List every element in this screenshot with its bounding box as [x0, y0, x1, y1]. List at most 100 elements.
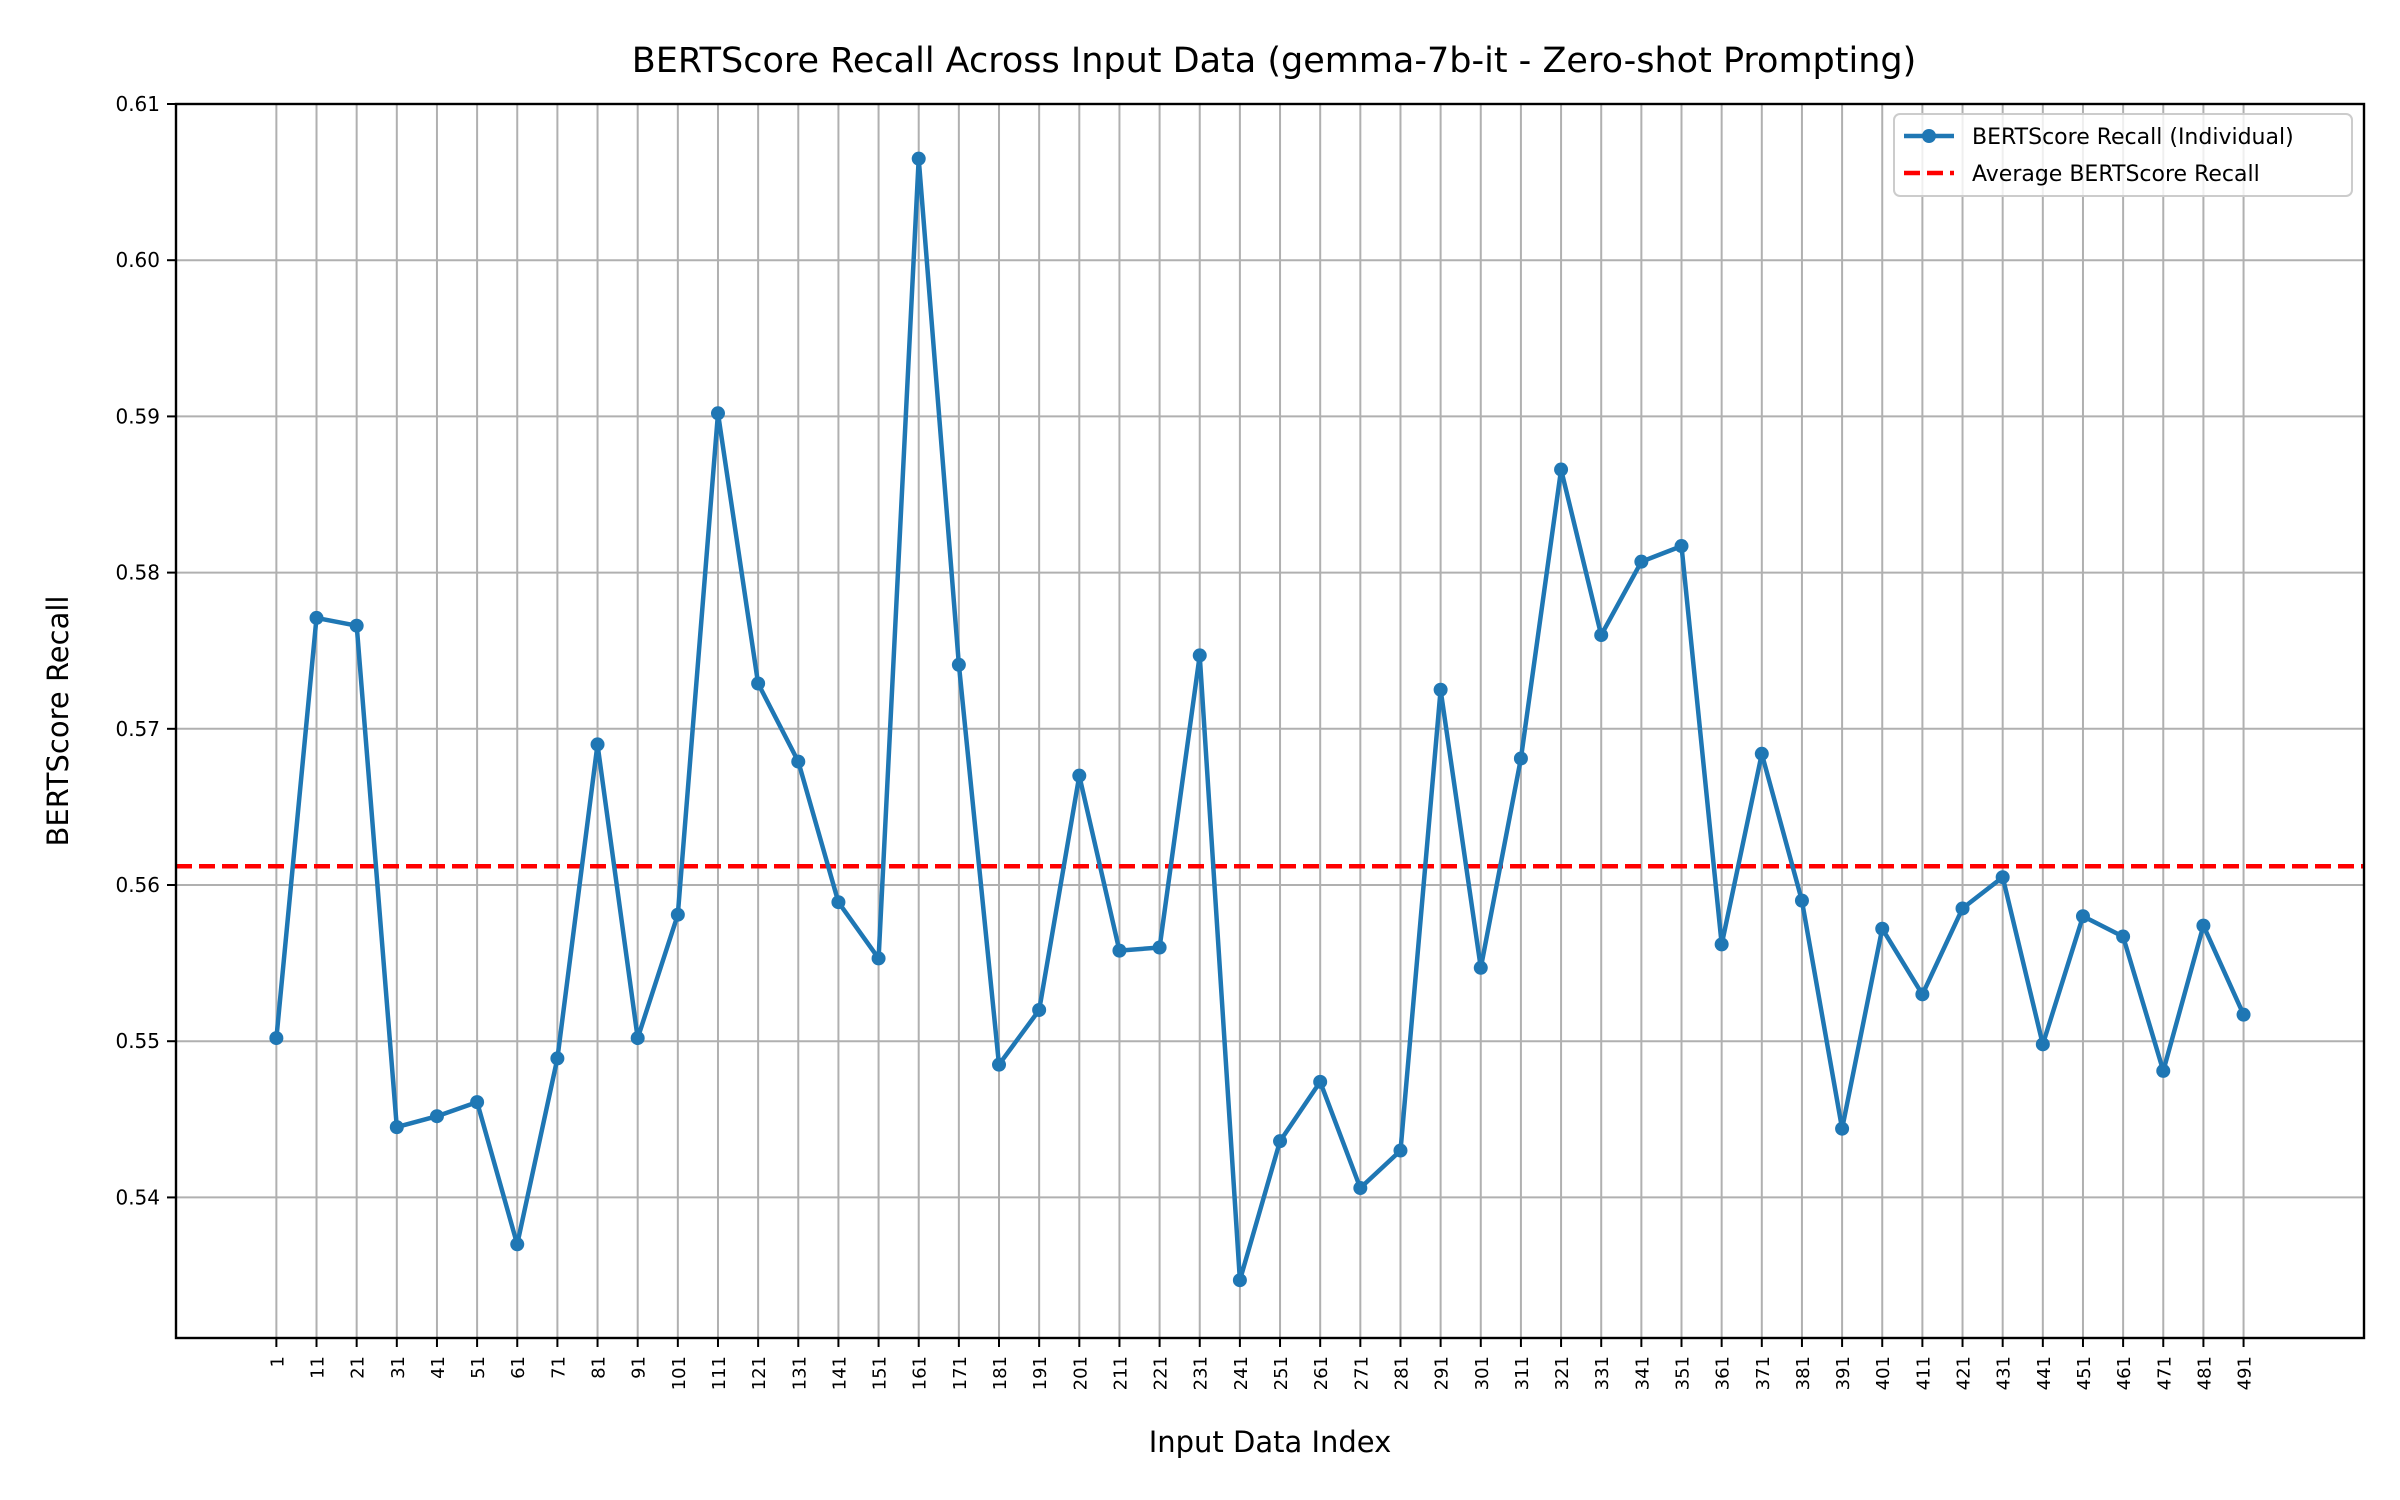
data-point	[951, 657, 966, 672]
y-tick-label: 0.55	[115, 1029, 160, 1053]
y-tick-label: 0.54	[115, 1185, 160, 1209]
chart-title: BERTScore Recall Across Input Data (gemm…	[632, 41, 1917, 81]
data-point	[470, 1095, 485, 1110]
x-tick-label: 481	[2194, 1356, 2215, 1390]
data-point	[349, 618, 364, 633]
data-point	[1112, 943, 1127, 958]
data-point	[1995, 870, 2010, 885]
data-point	[630, 1031, 645, 1046]
data-point	[1192, 648, 1207, 663]
x-tick-label: 221	[1151, 1356, 1172, 1390]
x-tick-label: 441	[2034, 1356, 2055, 1390]
data-point	[1835, 1121, 1850, 1136]
x-tick-label: 61	[508, 1356, 529, 1379]
y-tick-label: 0.56	[115, 873, 160, 897]
x-tick-label: 11	[308, 1356, 329, 1379]
legend-label-average: Average BERTScore Recall	[1972, 162, 2260, 187]
data-point	[1554, 462, 1569, 477]
x-tick-label: 151	[870, 1356, 891, 1390]
data-point	[2196, 918, 2211, 933]
x-tick-label: 181	[990, 1356, 1011, 1390]
x-tick-label: 371	[1753, 1356, 1774, 1390]
x-tick-label: 471	[2154, 1356, 2175, 1390]
data-point	[1634, 554, 1649, 569]
series-line	[274, 156, 2246, 1283]
x-tick-label: 171	[950, 1356, 971, 1390]
data-point	[1313, 1074, 1328, 1089]
x-tick-label: 101	[669, 1356, 690, 1390]
x-tick-label: 351	[1673, 1356, 1694, 1390]
x-tick-label: 361	[1713, 1356, 1734, 1390]
x-tick-label: 231	[1191, 1356, 1212, 1390]
data-point	[510, 1237, 525, 1252]
x-tick-label: 241	[1231, 1356, 1252, 1390]
x-tick-label: 71	[548, 1356, 569, 1379]
data-point	[1433, 682, 1448, 697]
x-tick-label: 211	[1110, 1356, 1131, 1390]
x-tick-label: 131	[789, 1356, 810, 1390]
x-tick-label: 321	[1552, 1356, 1573, 1390]
x-tick-label: 31	[388, 1356, 409, 1379]
x-tick-label: 21	[348, 1356, 369, 1379]
data-point	[429, 1109, 444, 1124]
y-tick-label: 0.59	[115, 404, 160, 428]
x-tick-label: 451	[2074, 1356, 2095, 1390]
y-tick-label: 0.58	[115, 561, 160, 585]
x-tick-label: 271	[1351, 1356, 1372, 1390]
data-point	[1072, 768, 1087, 783]
x-tick-label: 331	[1592, 1356, 1613, 1390]
series-layer	[269, 151, 2251, 1288]
x-tick-label: 381	[1793, 1356, 1814, 1390]
x-tick-label: 421	[1954, 1356, 1975, 1390]
x-tick-label: 301	[1472, 1356, 1493, 1390]
data-point	[1152, 940, 1167, 955]
data-point	[1955, 901, 1970, 916]
x-tick-label: 201	[1070, 1356, 1091, 1390]
data-point	[1273, 1134, 1288, 1149]
data-point	[2075, 909, 2090, 924]
x-tick-label: 141	[829, 1356, 850, 1390]
plot-area-frame	[174, 102, 2366, 1340]
data-point	[1513, 751, 1528, 766]
x-tick-label: 401	[1873, 1356, 1894, 1390]
x-axis: 1 11 21 31 41 51 61 71 81 91 101 111 121 131 141 151 161…	[267, 1338, 2256, 1390]
legend-box	[1893, 113, 2353, 197]
x-tick-label: 311	[1512, 1356, 1533, 1390]
x-tick-label: 491	[2235, 1356, 2256, 1390]
y-tick-label: 0.57	[115, 717, 160, 741]
x-tick-label: 121	[749, 1356, 770, 1390]
x-tick-label: 91	[629, 1356, 650, 1379]
x-tick-label: 81	[589, 1356, 610, 1379]
data-point	[992, 1057, 1007, 1072]
data-point	[309, 610, 324, 625]
x-tick-label: 291	[1432, 1356, 1453, 1390]
x-tick-label: 111	[709, 1356, 730, 1390]
data-point	[1714, 937, 1729, 952]
data-point	[911, 151, 926, 166]
x-tick-label: 431	[1994, 1356, 2015, 1390]
data-point	[751, 676, 766, 691]
legend: BERTScore Recall (Individual) Average BE…	[1893, 113, 2353, 197]
x-tick-label: 411	[1913, 1356, 1934, 1390]
data-point	[2035, 1037, 2050, 1052]
data-point	[1875, 921, 1890, 936]
y-tick-label: 0.61	[115, 92, 160, 116]
data-point	[1915, 987, 1930, 1002]
x-tick-label: 261	[1311, 1356, 1332, 1390]
data-point	[670, 907, 685, 922]
data-point	[1232, 1273, 1247, 1288]
data-point	[1794, 893, 1809, 908]
data-point	[550, 1051, 565, 1066]
data-point	[2116, 929, 2131, 944]
x-tick-label: 41	[428, 1356, 449, 1379]
x-tick-label: 161	[910, 1356, 931, 1390]
x-tick-label: 51	[468, 1356, 489, 1379]
data-point	[1594, 628, 1609, 643]
y-axis: 0.54 0.55 0.56 0.57 0.58 0.59 0.60 0.61	[115, 92, 176, 1209]
data-point	[1674, 539, 1689, 554]
data-point	[1353, 1181, 1368, 1196]
data-point	[831, 895, 846, 910]
x-tick-label: 461	[2114, 1356, 2135, 1390]
x-tick-label: 281	[1391, 1356, 1412, 1390]
